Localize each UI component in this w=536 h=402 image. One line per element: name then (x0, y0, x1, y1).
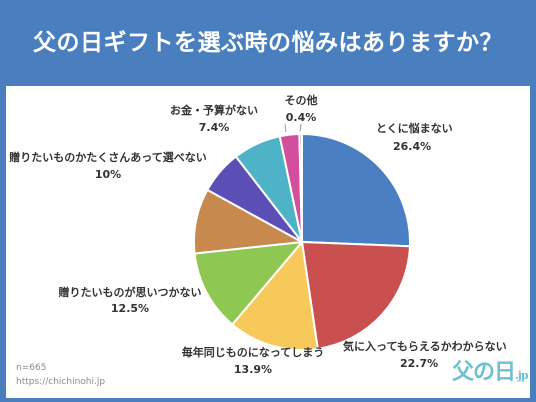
pie-slice-0 (301, 132, 411, 248)
label-slice-8: その他 (285, 93, 318, 107)
label-slice-4: 贈りたいものかたくさんあって選べない (9, 150, 206, 164)
pct-slice-8: 0.4% (286, 111, 317, 124)
chart-title: 父の日ギフトを選ぶ時の悩みはありますか？ (33, 30, 503, 56)
pct-slice-0: 26.4% (393, 140, 431, 153)
pct-slice-3: 12.5% (111, 302, 149, 315)
pct-slice-6: 7.4% (199, 121, 230, 134)
title-bar: 父の日ギフトを選ぶ時の悩みはありますか？ (0, 0, 536, 86)
source-url: https://chichinohi.jp (16, 377, 105, 387)
pie-slice-8 (298, 132, 303, 243)
sample-size: n=665 (16, 363, 46, 373)
pie-slice-2 (230, 239, 319, 351)
leader-line-0 (284, 123, 287, 133)
logo: 父の日.jp (452, 354, 528, 386)
label-slice-3: 贈りたいものが思いつかない (59, 285, 202, 299)
label-slice-6: お金・予算がない (170, 103, 258, 117)
label-slice-2: 毎年同じものになってしまう (182, 345, 324, 359)
logo-suffix: .jp (515, 369, 528, 382)
pie-slice-1 (300, 240, 411, 350)
leader-line-1 (299, 123, 302, 132)
label-slice-1: 気に入ってもらえるかわからない (343, 339, 507, 353)
leader-lines (284, 123, 302, 133)
pie-slices (193, 132, 411, 351)
logo-text: 父の日 (452, 359, 516, 385)
pie-slice-3 (193, 240, 305, 326)
pct-slice-2: 13.9% (234, 363, 272, 376)
pct-slice-1: 22.7% (400, 357, 438, 370)
pct-slice-4: 10% (95, 168, 121, 181)
label-slice-0: とくに悩まない (376, 121, 453, 135)
